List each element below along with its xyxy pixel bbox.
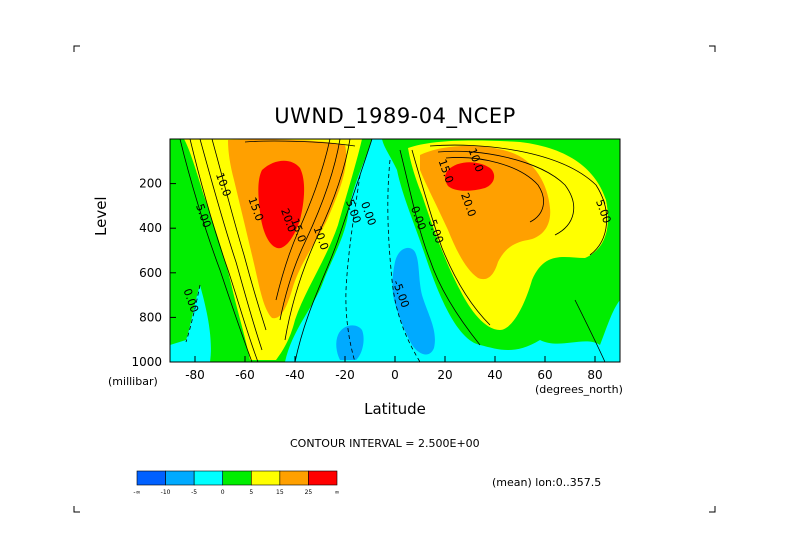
x-tick-label: -80 (185, 368, 205, 382)
x-tick-label: 40 (487, 368, 502, 382)
y-axis-label: Level (92, 196, 110, 236)
corner-mark-top-right (709, 45, 716, 52)
corner-marks (73, 45, 716, 513)
colorbar-swatch (279, 470, 309, 486)
colorbar-level-label: -5 (191, 489, 197, 496)
mean-note: (mean) lon:0..357.5 (492, 476, 602, 489)
chart-title: UWND_1989-04_NCEP (274, 104, 516, 128)
colorbar-swatch (308, 470, 338, 486)
colorbar-level-label: 0 (221, 489, 225, 496)
x-tick-label: -40 (285, 368, 305, 382)
corner-mark-top-left (73, 45, 80, 52)
x-tick-label: 60 (537, 368, 552, 382)
y-tick-label: 800 (139, 310, 162, 324)
y-tick-label: 600 (139, 266, 162, 280)
contour-field (170, 139, 620, 362)
x-tick-label: 20 (437, 368, 452, 382)
colorbar-swatch (222, 470, 252, 486)
corner-mark-bottom-left (73, 506, 80, 513)
x-tick-label: 0 (391, 368, 399, 382)
x-tick-label: -60 (235, 368, 255, 382)
x-axis-unit: (degrees_north) (535, 383, 623, 396)
y-tick-label: 200 (139, 177, 162, 191)
contour-fill-red-north (445, 162, 495, 191)
colorbar-swatch (250, 470, 281, 486)
corner-mark-bottom-right (709, 506, 716, 513)
colorbar-swatch (165, 470, 195, 486)
x-tick-label: 80 (587, 368, 602, 382)
contour-fill-red-south (258, 160, 305, 249)
colorbar-level-label: 15 (276, 489, 284, 496)
x-tick-label: -20 (335, 368, 355, 382)
colorbar-level-label: -10 (161, 489, 171, 496)
colorbar-level-label: ∞ (335, 489, 340, 496)
colorbar-level-label: 25 (305, 489, 313, 496)
y-axis-unit: (millibar) (108, 375, 158, 388)
colorbar-level-label: -∞ (133, 489, 140, 496)
colorbar-swatch (193, 470, 224, 486)
y-tick-label: 1000 (131, 355, 162, 369)
x-axis-label: Latitude (364, 400, 426, 418)
y-tick-label: 400 (139, 221, 162, 235)
colorbar-level-label: 5 (249, 489, 253, 496)
colorbar: -∞ -10 -5 0 5 15 25 ∞ (133, 470, 340, 496)
contour-fill-blue-center (392, 247, 435, 355)
x-axis: -80 -60 -40 -20 0 20 40 60 80 (185, 356, 603, 382)
y-axis: 200 400 600 800 1000 (131, 177, 176, 369)
contour-interval-note: CONTOUR INTERVAL = 2.500E+00 (290, 437, 480, 450)
colorbar-swatch (136, 470, 166, 486)
contour-lines (179, 139, 607, 362)
